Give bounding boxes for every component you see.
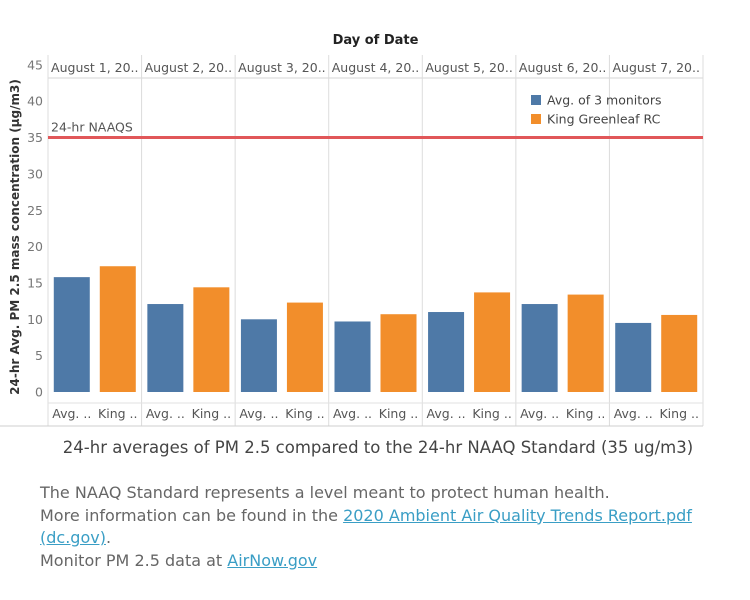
- chart: Day of Date 24-hr Avg. PM 2.5 mass concen…: [0, 0, 750, 440]
- y-tick-label: 30: [27, 166, 43, 181]
- notes-line-2: More information can be found in the 202…: [40, 505, 720, 550]
- y-tick-label: 0: [35, 385, 43, 400]
- bar-category-label: King ..: [659, 406, 698, 421]
- legend-label: Avg. of 3 monitors: [547, 93, 661, 108]
- notes-line-3-prefix: Monitor PM 2.5 data at: [40, 551, 227, 570]
- notes-line-1: The NAAQ Standard represents a level mea…: [40, 482, 720, 505]
- bar-category-label: Avg. ..: [52, 406, 91, 421]
- bar-category-label: King ..: [472, 406, 511, 421]
- y-tick-label: 25: [27, 203, 43, 218]
- y-tick-label: 10: [27, 312, 43, 327]
- bar-king-greenleaf: [568, 295, 604, 392]
- group-header-label: August 1, 20..: [51, 60, 138, 75]
- chart-caption: 24-hr averages of PM 2.5 compared to the…: [48, 438, 708, 457]
- bar-category-label: Avg. ..: [427, 406, 466, 421]
- bar-category-label: King ..: [98, 406, 137, 421]
- bar-avg-3-monitors: [615, 323, 651, 392]
- bar-category-label: Avg. ..: [239, 406, 278, 421]
- group-header-label: August 4, 20..: [332, 60, 419, 75]
- bar-category-label: King ..: [566, 406, 605, 421]
- bar-category-label: King ..: [379, 406, 418, 421]
- notes-line-3: Monitor PM 2.5 data at AirNow.gov: [40, 550, 720, 573]
- bar-category-label: Avg. ..: [614, 406, 653, 421]
- bar-king-greenleaf: [381, 314, 417, 392]
- group-header-label: August 2, 20..: [145, 60, 232, 75]
- bar-avg-3-monitors: [147, 304, 183, 392]
- y-tick-label: 5: [35, 348, 43, 363]
- group-header-label: August 3, 20..: [238, 60, 325, 75]
- bar-category-label: King ..: [192, 406, 231, 421]
- naaqs-reference-label: 24-hr NAAQS: [51, 120, 133, 135]
- bar-category-label: Avg. ..: [520, 406, 559, 421]
- bar-king-greenleaf: [100, 266, 136, 392]
- notes-line-2-prefix: More information can be found in the: [40, 506, 343, 525]
- bar-avg-3-monitors: [522, 304, 558, 392]
- y-axis-title: 24-hr Avg. PM 2.5 mass concentration (μg…: [8, 79, 22, 395]
- y-tick-label: 20: [27, 239, 43, 254]
- column-header: Day of Date: [333, 33, 419, 48]
- y-tick-label: 40: [27, 94, 43, 109]
- notes-line-2-suffix: .: [106, 528, 111, 547]
- bar-avg-3-monitors: [428, 312, 464, 392]
- y-tick-label: 15: [27, 275, 43, 290]
- legend-label: King Greenleaf RC: [547, 112, 661, 127]
- bar-avg-3-monitors: [54, 277, 90, 392]
- y-tick-label: 45: [27, 57, 43, 72]
- airnow-link[interactable]: AirNow.gov: [227, 551, 317, 570]
- bar-avg-3-monitors: [241, 319, 277, 392]
- group-header-label: August 5, 20..: [425, 60, 512, 75]
- bar-avg-3-monitors: [335, 321, 371, 392]
- notes: The NAAQ Standard represents a level mea…: [40, 482, 720, 572]
- bar-category-label: King ..: [285, 406, 324, 421]
- legend-swatch: [531, 114, 541, 124]
- group-header-label: August 7, 20..: [612, 60, 699, 75]
- group-header-label: August 6, 20..: [519, 60, 606, 75]
- bar-king-greenleaf: [474, 292, 510, 392]
- bar-king-greenleaf: [287, 303, 323, 392]
- bar-king-greenleaf: [661, 315, 697, 392]
- bar-category-label: Avg. ..: [333, 406, 372, 421]
- y-tick-label: 35: [27, 130, 43, 145]
- bar-king-greenleaf: [193, 287, 229, 392]
- bar-category-label: Avg. ..: [146, 406, 185, 421]
- legend-swatch: [531, 95, 541, 105]
